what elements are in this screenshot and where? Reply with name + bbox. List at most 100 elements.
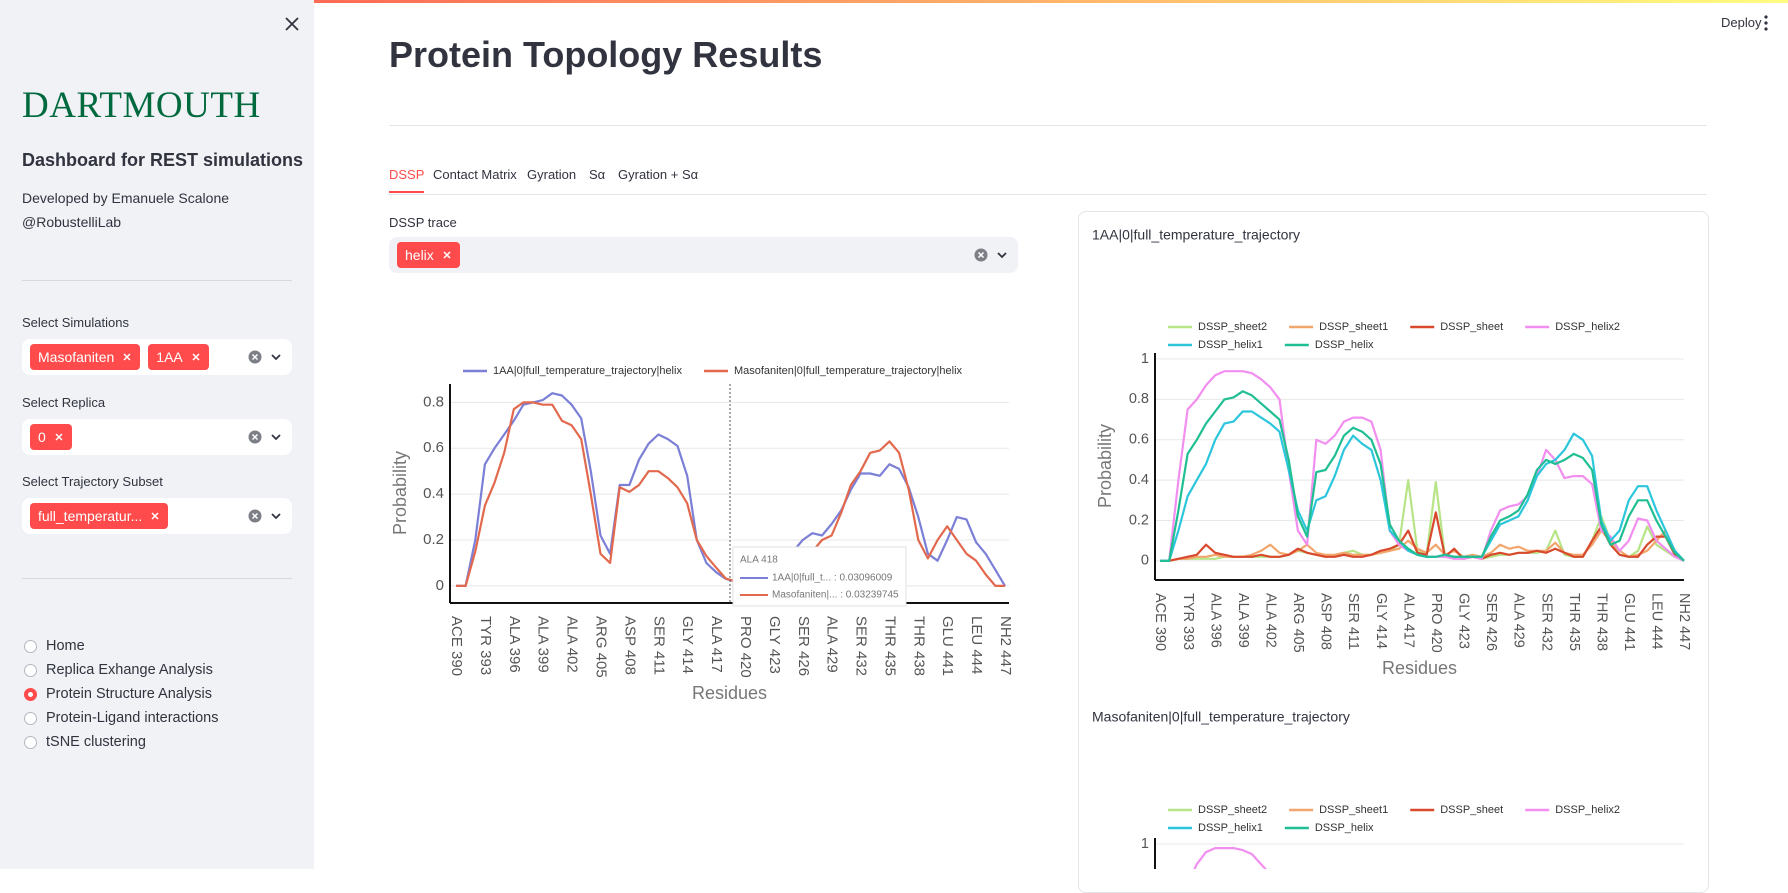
menu-button[interactable] [1762, 14, 1770, 32]
legend-item: 1AA|0|full_temperature_trajectory|helix [463, 365, 682, 377]
radio-option[interactable]: tSNE clustering [24, 734, 146, 750]
y-tick-label: 0.2 [1129, 512, 1149, 528]
chip-remove[interactable] [54, 432, 64, 442]
dropdown[interactable] [996, 249, 1008, 261]
divider [22, 578, 292, 579]
series-line [1160, 410, 1685, 562]
radio-label: Home [46, 638, 85, 654]
radio-label: tSNE clustering [46, 734, 146, 750]
legend-label: DSSP_sheet [1440, 321, 1503, 333]
select[interactable]: full_temperatur... [22, 498, 292, 534]
clear-all[interactable] [248, 430, 262, 444]
dssp-select[interactable]: helix [389, 237, 1018, 273]
divider [389, 125, 1707, 126]
legend-item: DSSP_sheet1 [1289, 804, 1388, 816]
dropdown[interactable] [270, 351, 282, 363]
x-tick-label: THR 435 [881, 616, 898, 676]
y-tick-label: 0.8 [1129, 391, 1149, 407]
y-tick-label: 0.6 [423, 439, 444, 456]
chip-label: 1AA [156, 349, 183, 365]
y-tick-label: 0 [436, 577, 444, 594]
legend-label: DSSP_helix2 [1555, 321, 1620, 333]
series-line [1193, 847, 1267, 869]
legend-label: 1AA|0|full_temperature_trajectory|helix [493, 365, 682, 377]
x-tick-label: TYR 393 [477, 616, 494, 675]
x-tick-label: ALA 399 [535, 616, 552, 673]
x-tick-label: ASP 408 [621, 616, 638, 675]
legend-item: DSSP_sheet [1410, 804, 1503, 816]
x-tick-label: PRO 420 [1428, 593, 1444, 653]
y-tick-label: 0.2 [423, 531, 444, 548]
dropdown[interactable] [270, 431, 282, 443]
chip-label: 0 [38, 428, 46, 445]
radio-dot [24, 687, 37, 701]
x-tick-label: ALA 417 [1400, 593, 1416, 648]
clear-all[interactable] [974, 248, 988, 262]
chip[interactable]: 0 [30, 423, 72, 450]
legend-item: DSSP_sheet [1410, 321, 1503, 333]
field-label: Select Simulations [22, 315, 129, 330]
tab[interactable]: DSSP [389, 167, 425, 193]
radio-option[interactable]: Protein-Ligand interactions [24, 710, 219, 726]
series-line [456, 401, 1005, 587]
credit: Developed by Emanuele Scalone [22, 190, 230, 206]
radio-label: Protein Structure Analysis [46, 686, 213, 702]
x-tick-label: ALA 402 [1262, 593, 1278, 648]
y-axis-title: Probability [1095, 424, 1115, 508]
legend-label: DSSP_helix [1315, 339, 1374, 351]
tab[interactable]: Gyration + Sα [618, 167, 699, 182]
radio-option[interactable]: Protein Structure Analysis [24, 686, 212, 702]
x-tick-label: NH2 447 [1676, 593, 1692, 650]
x-tick-label: THR 438 [910, 616, 927, 676]
x-tick-label: NH2 447 [997, 616, 1014, 675]
legend-item: DSSP_helix1 [1168, 822, 1263, 834]
chip[interactable]: helix [397, 242, 460, 268]
legend-label: DSSP_helix2 [1555, 804, 1620, 816]
chip-remove[interactable] [122, 352, 132, 362]
x-tick-label: GLU 441 [1621, 593, 1637, 651]
radio-option[interactable]: Home [24, 638, 85, 654]
radio-option[interactable]: Replica Exhange Analysis [24, 662, 213, 678]
tab[interactable]: Sα [589, 167, 606, 182]
radio-dot [24, 639, 37, 653]
x-tick-label: GLY 423 [1456, 593, 1472, 649]
y-tick-label: 0.4 [423, 485, 444, 502]
x-tick-label: GLY 423 [766, 616, 783, 674]
sidebar: DARTMOUTH Dashboard for REST simulations… [0, 0, 314, 869]
chip-label: full_temperatur... [38, 508, 143, 524]
select[interactable]: 0 [22, 418, 292, 455]
chip[interactable]: 1AA [148, 344, 209, 370]
logo: DARTMOUTH [22, 85, 261, 126]
credit: @RobustelliLab [22, 214, 122, 230]
tooltip-box [732, 546, 907, 607]
select[interactable]: Masofaniten 1AA [22, 339, 292, 375]
tab[interactable]: Gyration [527, 167, 577, 182]
x-tick-label: THR 435 [1566, 593, 1582, 651]
tooltip-row: Masofaniten|... : 0.03239745 [772, 590, 899, 601]
x-tick-label: GLU 441 [939, 616, 956, 676]
tooltip-row: 1AA|0|full_t... : 0.03096009 [772, 573, 893, 584]
chip-remove[interactable] [150, 511, 160, 521]
legend-label: DSSP_sheet2 [1198, 321, 1267, 333]
clear-all[interactable] [248, 350, 262, 364]
y-tick-label: 1 [1141, 351, 1149, 367]
x-axis-title: Residues [1382, 658, 1457, 678]
dropdown[interactable] [270, 510, 282, 522]
close-sidebar[interactable] [284, 16, 300, 32]
chart-title: 1AA|0|full_temperature_trajectory [1092, 227, 1300, 243]
chip-remove[interactable] [442, 250, 452, 260]
tab[interactable]: Contact Matrix [433, 167, 517, 182]
deploy-button[interactable]: Deploy [1721, 15, 1762, 30]
sidebar-title: Dashboard for REST simulations [22, 150, 304, 170]
x-tick-label: SER 432 [853, 616, 870, 676]
chip-remove[interactable] [191, 352, 201, 362]
top-gradient [0, 0, 1788, 3]
legend-label: DSSP_helix1 [1198, 339, 1263, 351]
x-tick-label: ACE 390 [1152, 593, 1168, 651]
chip[interactable]: Masofaniten [30, 344, 141, 370]
y-tick-label: 0 [1141, 553, 1149, 569]
x-tick-label: LEU 444 [1649, 593, 1665, 649]
clear-all[interactable] [248, 509, 262, 523]
chip[interactable]: full_temperatur... [30, 503, 169, 529]
